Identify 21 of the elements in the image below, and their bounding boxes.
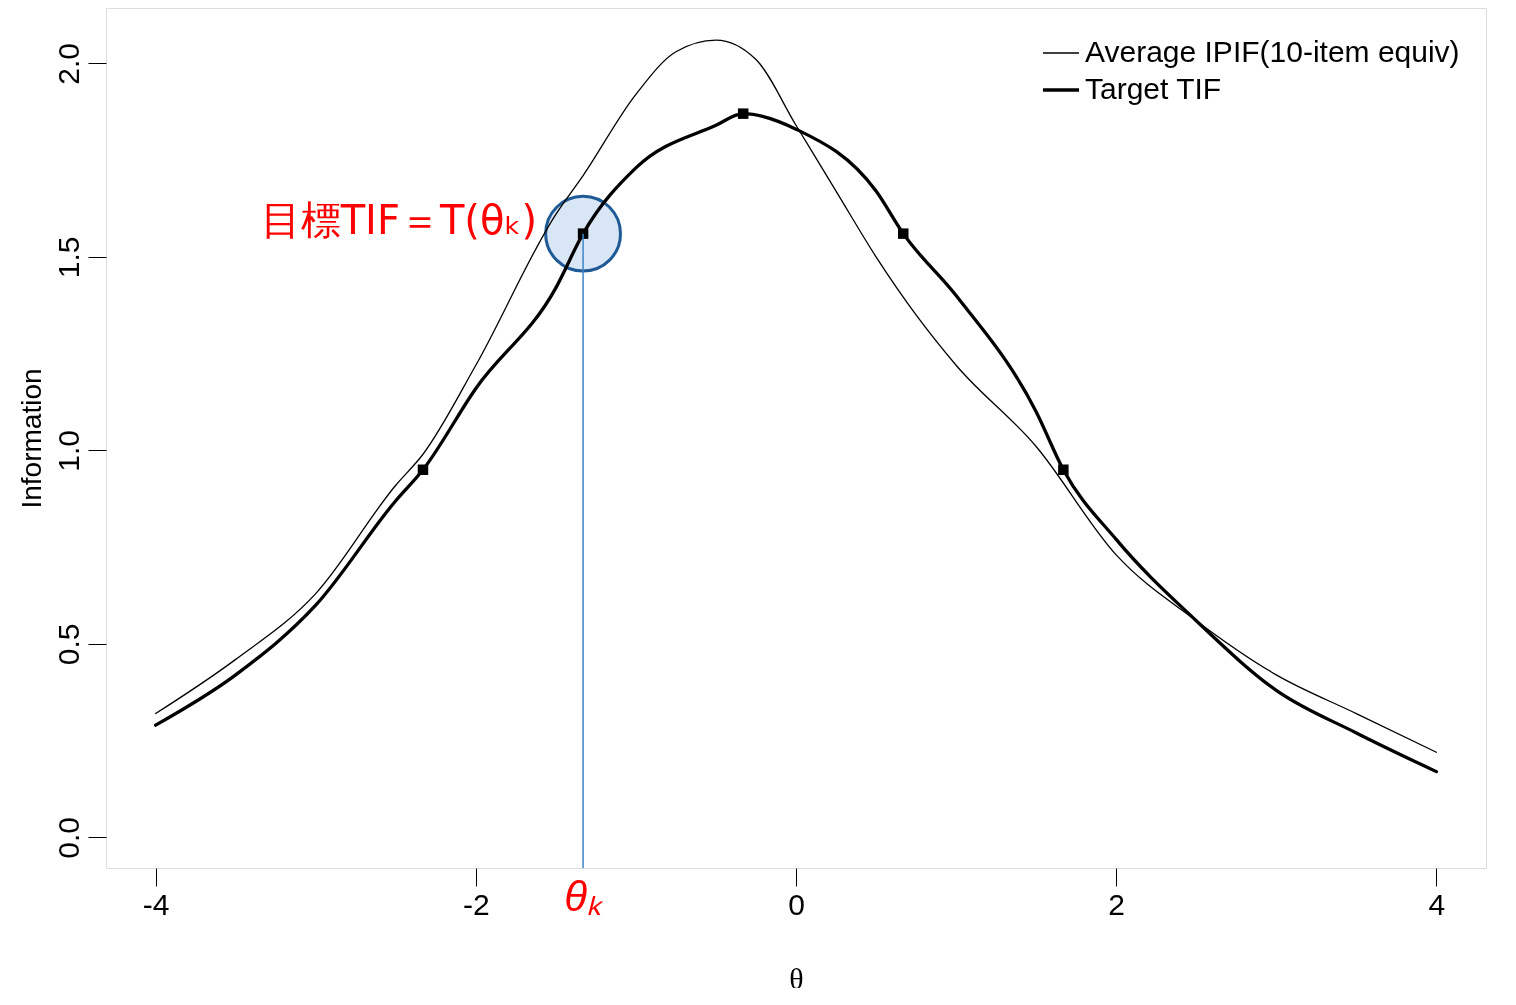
x-axis-title: θ <box>789 961 804 995</box>
y-tick-label: 0.0 <box>51 817 85 859</box>
y-axis-title: Information <box>15 368 47 509</box>
y-tick-label: 0.5 <box>51 623 85 666</box>
point <box>417 464 429 475</box>
x-tick-label: 0 <box>788 887 805 921</box>
x-tick-label: 2 <box>1108 887 1126 921</box>
y-tick-label: 2.0 <box>51 42 85 85</box>
x-tick-label: 4 <box>1428 887 1446 921</box>
legend-label: Average IPIF(10-item equiv) <box>1085 35 1460 68</box>
point <box>898 228 909 239</box>
x-tick-label: -2 <box>462 887 490 921</box>
annotation: 目標TIF＝T(θₖ) <box>260 196 538 243</box>
point <box>1058 464 1069 475</box>
legend-label: Target TIF <box>1085 72 1222 105</box>
y-tick-label: 1.0 <box>51 430 85 472</box>
point <box>737 108 749 119</box>
y-tick-label: 1.5 <box>51 236 85 279</box>
point <box>577 228 589 239</box>
text: θₖ <box>564 873 604 920</box>
x-tick-label: -4 <box>142 887 170 921</box>
